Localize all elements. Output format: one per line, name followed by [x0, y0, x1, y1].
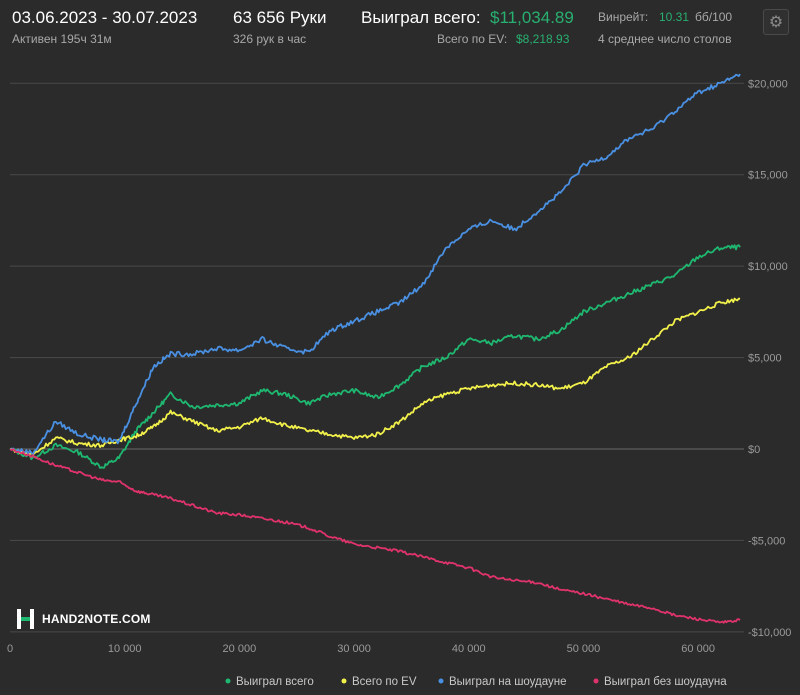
winrate-label: Винрейт:	[598, 10, 649, 24]
x-tick-label: 0	[7, 643, 13, 655]
series-line	[10, 297, 741, 456]
tables-average: 4 среднее число столов	[598, 32, 732, 46]
h2n-logo-icon	[17, 609, 34, 629]
chart-panel	[0, 62, 800, 695]
ev-label: Всего по EV:	[437, 32, 508, 46]
series-line	[9, 244, 741, 469]
logo-text: HAND2NOTE.COM	[42, 612, 151, 626]
legend-marker	[438, 678, 444, 684]
y-tick-label: $5,000	[748, 353, 782, 365]
winrate-unit: бб/100	[695, 10, 733, 24]
x-tick-label: 20 000	[223, 643, 257, 655]
x-tick-label: 30 000	[337, 643, 371, 655]
won-total-value: $11,034.89	[490, 8, 574, 27]
won-total-label: Выиграл всего:	[361, 8, 481, 27]
series-line	[9, 448, 741, 624]
hands-per-hour: 326 рук в час	[233, 32, 307, 46]
y-tick-label: $15,000	[748, 170, 788, 182]
legend-marker	[225, 678, 231, 684]
y-tick-label: -$5,000	[748, 535, 785, 547]
hands-count: 63 656 Руки	[233, 8, 327, 27]
x-tick-label: 40 000	[452, 643, 486, 655]
legend-label: Всего по EV	[352, 676, 417, 688]
x-tick-label: 60 000	[681, 643, 715, 655]
series-line	[9, 73, 741, 456]
y-tick-label: -$10,000	[748, 627, 791, 639]
date-range[interactable]: 03.06.2023 - 30.07.2023	[12, 8, 198, 27]
y-tick-label: $10,000	[748, 261, 788, 273]
brand-logo: HAND2NOTE.COM	[16, 608, 151, 630]
ev-value: $8,218.93	[516, 32, 570, 46]
x-tick-label: 50 000	[567, 643, 601, 655]
legend-marker	[341, 678, 347, 684]
gear-icon: ⚙	[768, 14, 784, 31]
y-tick-label: $20,000	[748, 78, 788, 90]
legend-marker	[593, 678, 599, 684]
winrate-value: 10.31	[659, 10, 690, 24]
y-tick-label: $0	[748, 444, 760, 456]
header-bar: 03.06.2023 - 30.07.2023 Активен 195ч 31м…	[0, 0, 800, 56]
legend-label: Выиграл без шоудауна	[604, 676, 727, 688]
x-tick-label: 10 000	[108, 643, 142, 655]
active-time: Активен 195ч 31м	[12, 32, 112, 46]
legend-label: Выиграл на шоудауне	[449, 676, 567, 688]
settings-button[interactable]: ⚙	[763, 9, 789, 35]
legend-label: Выиграл всего	[236, 676, 314, 688]
